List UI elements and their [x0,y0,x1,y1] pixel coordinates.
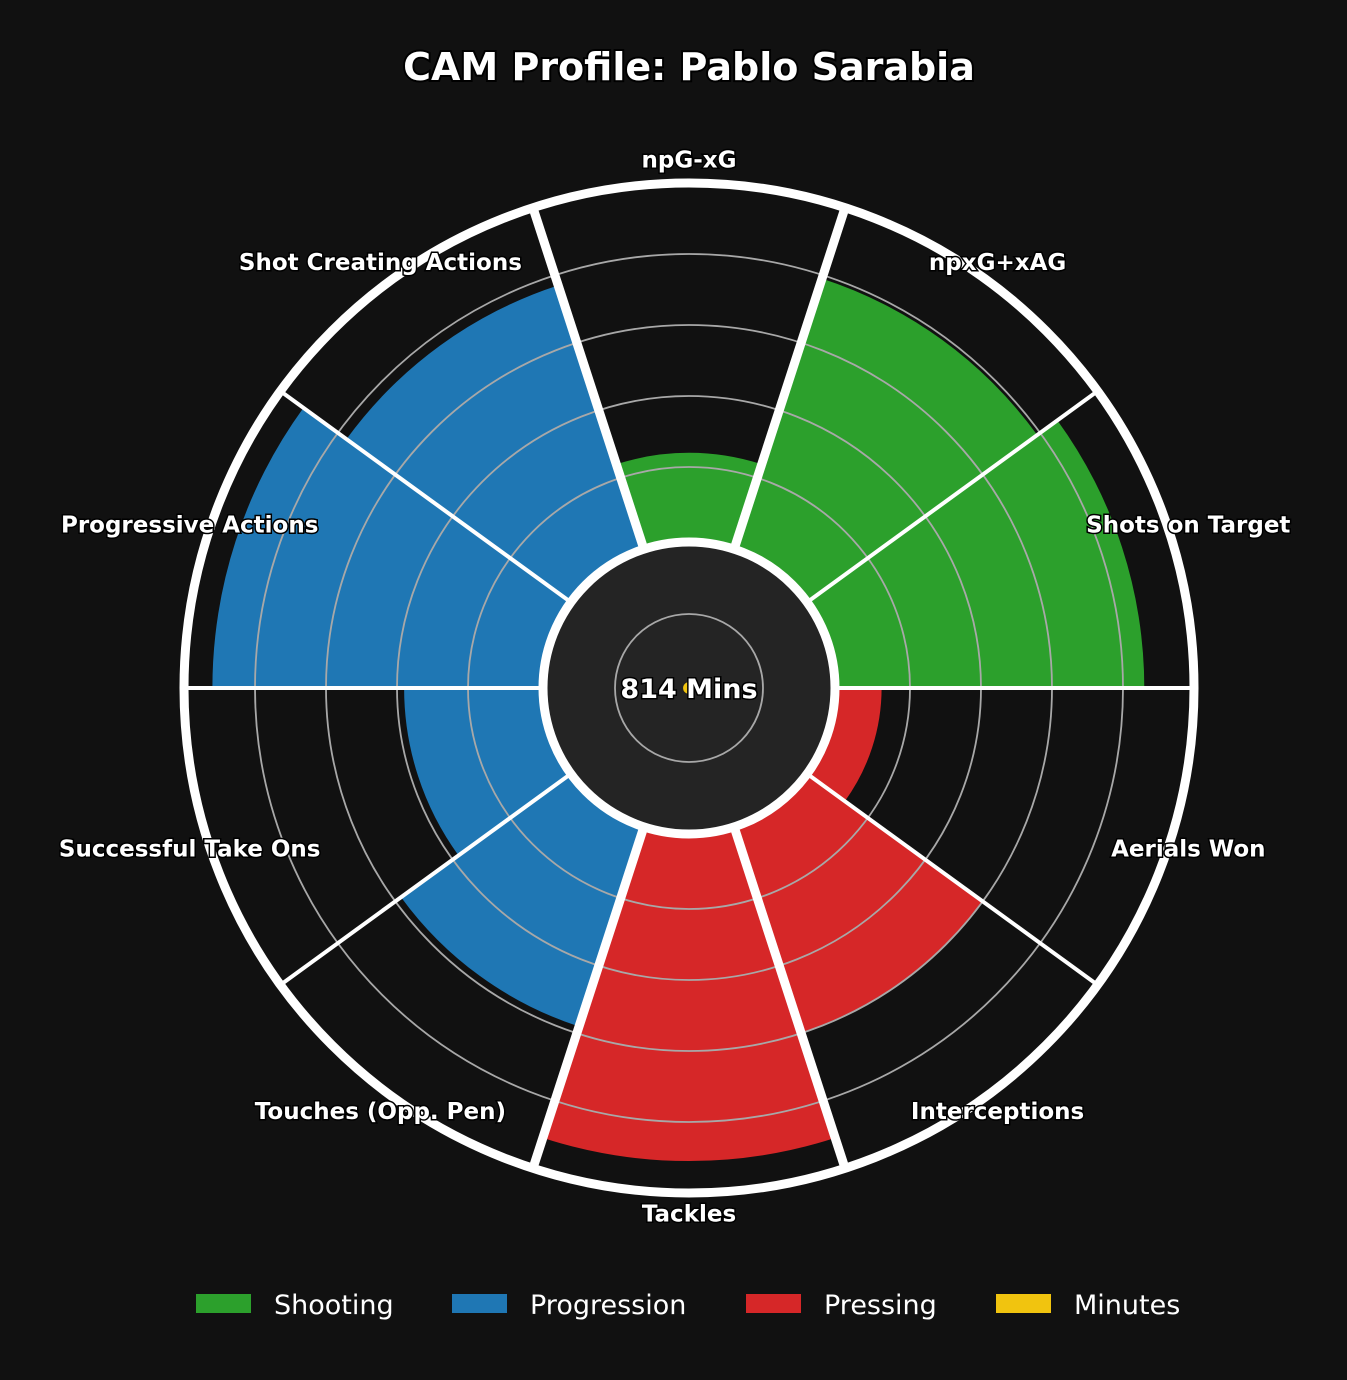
outer-ring [179,178,1199,1198]
legend-swatch-progression [452,1294,507,1313]
bar-interceptions [735,776,983,1034]
separators-layer [179,178,1199,1198]
legend-label-progression: Progression [530,1290,686,1321]
category-label: Progressive Actions [61,512,318,538]
sector-separator [528,829,647,1170]
legend-label-pressing: Pressing [824,1290,937,1321]
center-label: 814 Mins [620,674,757,705]
legend-swatch-pressing [746,1294,801,1313]
category-label: Successful Take Ons [59,837,321,863]
minutes-marker [683,682,695,694]
legend-label-minutes: Minutes [1074,1290,1180,1321]
bar-touches-opp-pen [401,776,643,1027]
category-label: Interceptions [911,1099,1084,1125]
chart-title: CAM Profile: Pablo Sarabia [403,45,975,89]
bar-npg-xg [616,452,762,546]
sector-separator [809,774,1099,987]
category-label: Shot Creating Actions [239,250,522,276]
labels-layer: npG-xG npxG+xAG Shots on Target Aerials Won… [57,146,1292,1229]
bar-aerials-won [810,688,882,802]
legend-swatch-minutes [996,1294,1051,1313]
sector-separator [731,206,850,547]
sector-separator [809,389,1099,602]
center-layer: 814 Mins [538,537,840,839]
category-label: Touches (Opp. Pen) [255,1099,506,1125]
sector-separator [279,389,569,602]
bar-npxg-xag [735,278,1038,600]
category-label: Tackles [642,1202,736,1228]
bar-shots-on-target [810,420,1145,688]
minutes-ring [614,613,764,763]
category-label: Aerials Won [1111,837,1265,863]
legend: Shooting Progression Pressing Minutes [196,1290,1180,1321]
category-label: npG-xG [642,148,737,174]
legend-swatch-shooting [196,1294,251,1313]
category-label: npxG+xAG [929,250,1066,276]
sector-separator [528,206,647,547]
sector-separator [731,829,850,1170]
legend-label-shooting: Shooting [274,1290,394,1321]
sector-separator [279,774,569,987]
bar-shot-creating-actions [346,285,643,600]
bar-successful-take-ons [404,688,568,856]
category-label: Shots on Target [1086,512,1290,538]
